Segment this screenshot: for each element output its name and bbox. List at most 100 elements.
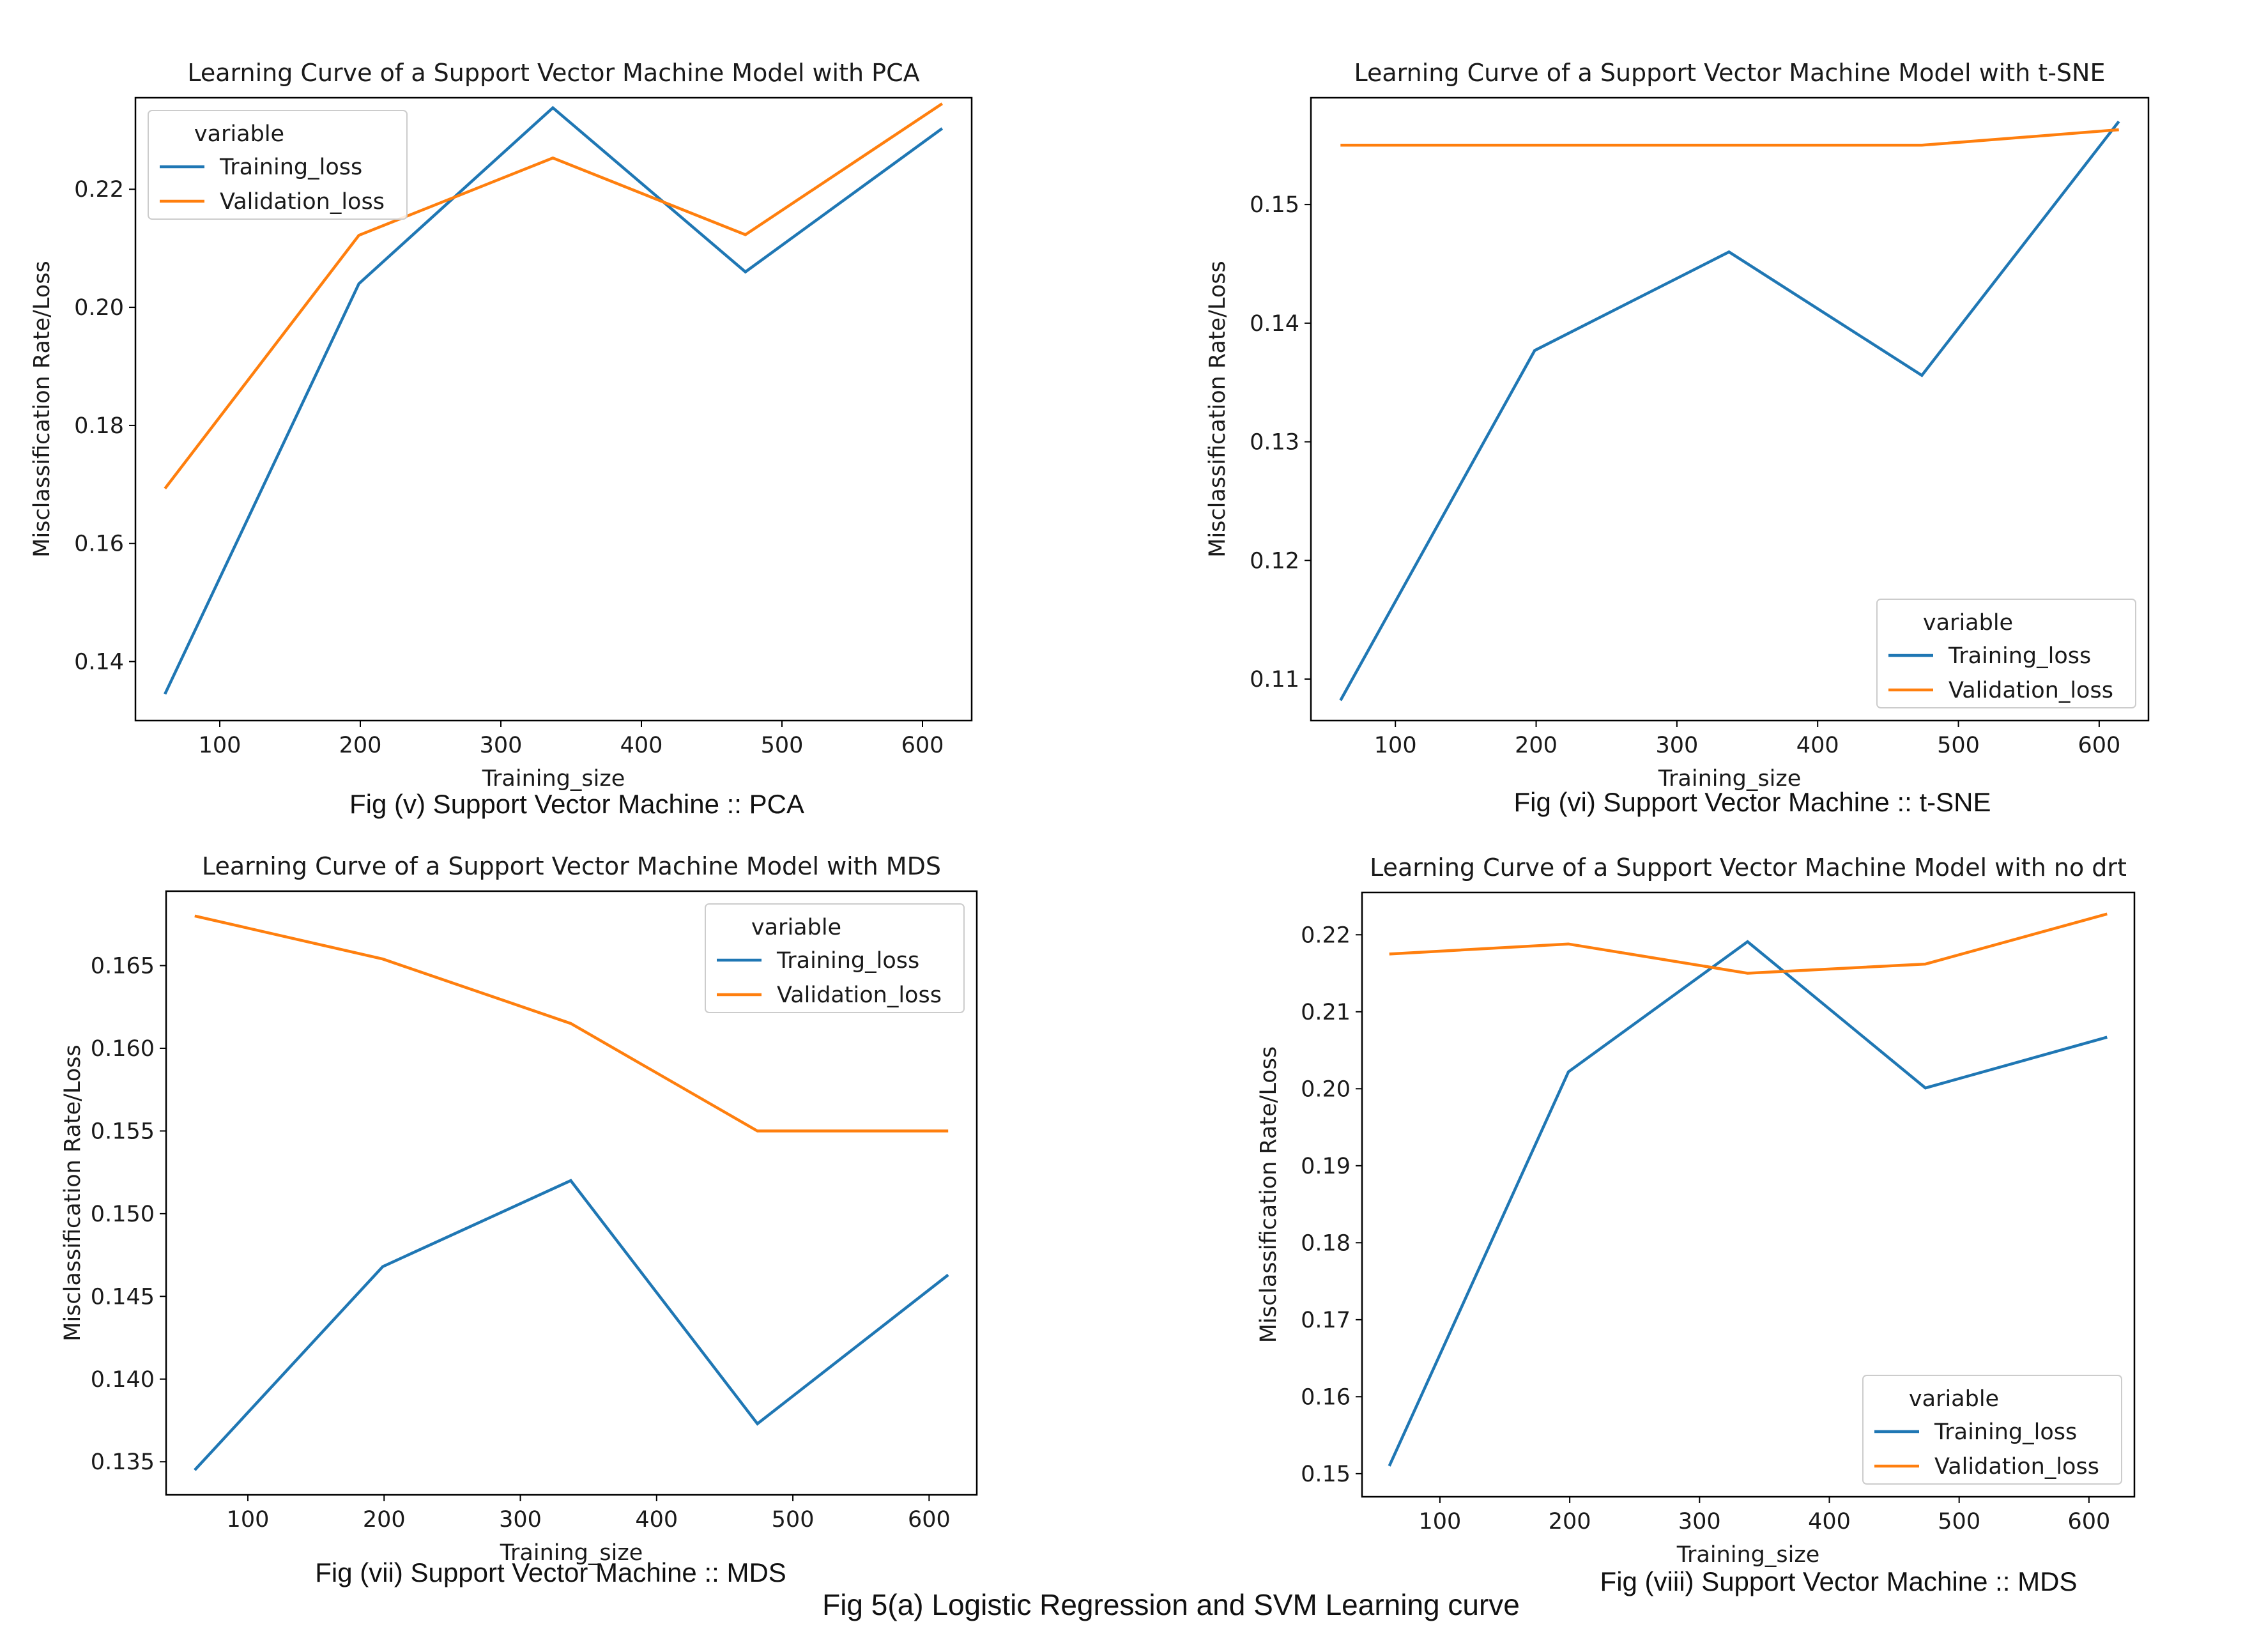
series-line-training-loss bbox=[1388, 940, 2108, 1467]
x-tick-label: 100 bbox=[227, 1507, 270, 1533]
x-tick-label: 300 bbox=[1678, 1509, 1721, 1534]
y-tick-label: 0.12 bbox=[1250, 548, 1299, 574]
legend-entry-label: Validation_loss bbox=[1934, 1454, 2099, 1480]
y-tick-label: 0.18 bbox=[1301, 1230, 1351, 1256]
x-tick-label: 400 bbox=[1808, 1509, 1851, 1534]
x-tick-label: 500 bbox=[1938, 1509, 1980, 1534]
chart-title: Learning Curve of a Support Vector Machi… bbox=[1354, 59, 2106, 87]
legend-title: variable bbox=[194, 121, 284, 147]
caption-fig-vi: Fig (vi) Support Vector Machine :: t-SNE bbox=[1513, 787, 1991, 817]
y-tick-label: 0.16 bbox=[1301, 1384, 1351, 1410]
y-tick-label: 0.22 bbox=[74, 177, 124, 203]
caption-main: Fig 5(a) Logistic Regression and SVM Lea… bbox=[822, 1588, 1520, 1621]
legend-entry-label: Validation_loss bbox=[777, 983, 942, 1008]
plot-frame bbox=[165, 890, 978, 1496]
legend-box bbox=[148, 110, 408, 220]
series-line-training-loss bbox=[1339, 120, 2120, 701]
legend: variable Training_loss Validation_loss bbox=[148, 110, 408, 220]
series-line-validation-loss bbox=[1340, 128, 2119, 147]
series-line-validation-loss bbox=[164, 102, 944, 490]
legend-entry-label: Training_loss bbox=[219, 155, 362, 180]
series-line-training-loss bbox=[194, 1179, 949, 1471]
x-tick-label: 200 bbox=[1515, 733, 1558, 758]
x-axis-label: Training_size bbox=[482, 766, 625, 792]
chart-title: Learning Curve of a Support Vector Machi… bbox=[202, 852, 941, 880]
x-tick-label: 500 bbox=[761, 733, 804, 758]
chart-3: Learning Curve of a Support Vector Machi… bbox=[60, 852, 978, 1566]
legend: variable Training_loss Validation_loss bbox=[705, 903, 965, 1013]
y-tick-label: 0.11 bbox=[1250, 667, 1299, 692]
legend-title: variable bbox=[751, 915, 841, 940]
x-tick-label: 600 bbox=[2067, 1509, 2110, 1534]
plot-frame bbox=[1310, 96, 2150, 722]
caption-fig-vii: Fig (vii) Support Vector Machine :: MDS bbox=[315, 1557, 786, 1587]
legend-entry-label: Validation_loss bbox=[1948, 678, 2113, 703]
legend-box bbox=[1876, 599, 2136, 708]
y-axis-label: Misclassification Rate/Loss bbox=[60, 1044, 86, 1342]
x-tick-label: 600 bbox=[908, 1507, 951, 1533]
x-tick-label: 100 bbox=[1374, 733, 1417, 758]
y-tick-label: 0.150 bbox=[91, 1202, 155, 1227]
caption-fig-v: Fig (v) Support Vector Machine :: PCA bbox=[349, 789, 804, 819]
x-tick-label: 600 bbox=[2078, 733, 2120, 758]
x-tick-label: 200 bbox=[363, 1507, 406, 1533]
y-tick-label: 0.15 bbox=[1250, 192, 1299, 218]
y-tick-label: 0.140 bbox=[91, 1367, 155, 1393]
y-tick-label: 0.20 bbox=[1301, 1076, 1351, 1102]
x-tick-label: 400 bbox=[1796, 733, 1839, 758]
legend-entry-label: Training_loss bbox=[1934, 1419, 2077, 1445]
y-tick-label: 0.15 bbox=[1301, 1462, 1351, 1487]
x-tick-label: 200 bbox=[1549, 1509, 1591, 1534]
legend-entry-label: Validation_loss bbox=[220, 189, 385, 215]
chart-title: Learning Curve of a Support Vector Machi… bbox=[187, 59, 919, 87]
x-tick-label: 400 bbox=[620, 733, 663, 758]
legend-entry-label: Training_loss bbox=[776, 948, 919, 974]
x-tick-label: 300 bbox=[499, 1507, 542, 1533]
y-tick-label: 0.22 bbox=[1301, 922, 1351, 948]
x-tick-label: 300 bbox=[1655, 733, 1698, 758]
chart-4: Learning Curve of a Support Vector Machi… bbox=[1256, 853, 2136, 1568]
legend: variable Training_loss Validation_loss bbox=[1862, 1375, 2122, 1485]
legend-box bbox=[1862, 1375, 2122, 1485]
series-line-validation-loss bbox=[194, 914, 949, 1133]
legend-entry-label: Training_loss bbox=[1948, 643, 2091, 669]
chart-2: Learning Curve of a Support Vector Machi… bbox=[1205, 59, 2150, 792]
y-tick-label: 0.21 bbox=[1301, 1000, 1351, 1025]
x-tick-label: 500 bbox=[772, 1507, 815, 1533]
y-tick-label: 0.20 bbox=[74, 295, 124, 321]
y-tick-label: 0.135 bbox=[91, 1449, 155, 1475]
legend-box bbox=[705, 903, 965, 1013]
x-tick-label: 100 bbox=[1419, 1509, 1462, 1534]
x-tick-label: 100 bbox=[199, 733, 241, 758]
y-tick-label: 0.13 bbox=[1250, 430, 1299, 455]
y-axis-label: Misclassification Rate/Loss bbox=[1205, 261, 1230, 558]
x-tick-label: 200 bbox=[339, 733, 382, 758]
legend-title: variable bbox=[1923, 610, 2013, 636]
plot-frame bbox=[134, 96, 973, 722]
x-axis-label: Training_size bbox=[1676, 1542, 1819, 1568]
chart-title: Learning Curve of a Support Vector Machi… bbox=[1370, 853, 2127, 882]
y-axis-label: Misclassification Rate/Loss bbox=[1256, 1046, 1282, 1343]
y-tick-label: 0.155 bbox=[91, 1119, 155, 1144]
series-line-validation-loss bbox=[1389, 912, 2108, 975]
y-tick-label: 0.160 bbox=[91, 1036, 155, 1062]
y-tick-label: 0.165 bbox=[91, 954, 155, 979]
series-line-training-loss bbox=[164, 105, 944, 695]
caption-fig-viii: Fig (viii) Support Vector Machine :: MDS bbox=[1600, 1566, 2078, 1596]
y-tick-label: 0.16 bbox=[74, 532, 124, 557]
x-tick-label: 500 bbox=[1937, 733, 1980, 758]
x-tick-label: 300 bbox=[480, 733, 523, 758]
x-axis-label: Training_size bbox=[1658, 766, 1801, 792]
y-tick-label: 0.17 bbox=[1301, 1308, 1351, 1333]
y-tick-label: 0.18 bbox=[74, 413, 124, 439]
y-tick-label: 0.145 bbox=[91, 1284, 155, 1310]
y-tick-label: 0.19 bbox=[1301, 1154, 1351, 1179]
x-axis-label: Training_size bbox=[500, 1540, 643, 1566]
chart-1: Learning Curve of a Support Vector Machi… bbox=[29, 59, 973, 792]
y-axis-label: Misclassification Rate/Loss bbox=[29, 261, 55, 558]
x-tick-label: 400 bbox=[635, 1507, 678, 1533]
legend: variable Training_loss Validation_loss bbox=[1876, 599, 2136, 708]
y-tick-label: 0.14 bbox=[1250, 311, 1299, 337]
